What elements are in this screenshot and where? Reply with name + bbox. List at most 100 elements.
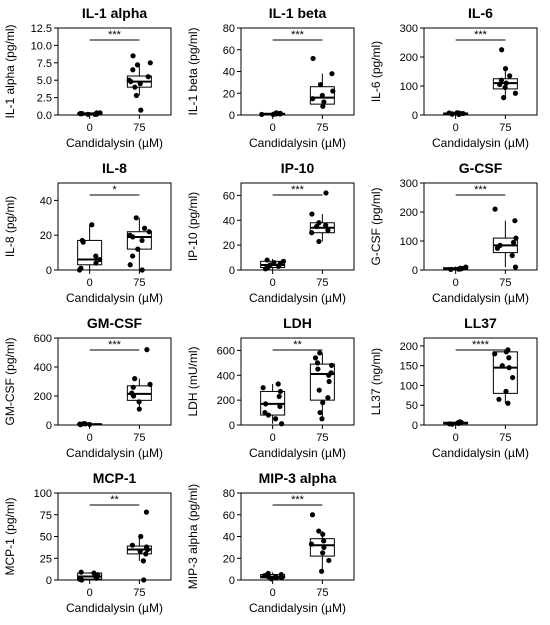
data-point — [510, 239, 517, 246]
significance-label: ** — [293, 339, 302, 351]
plot-frame — [57, 182, 172, 271]
x-tick-label: 75 — [133, 432, 145, 444]
data-point — [137, 81, 143, 87]
panel-mcp-1: MCP-1 0 25 50 75 100 0 75 Candidalysin (µM) MCP-1… — [0, 465, 183, 625]
data-point — [309, 230, 315, 236]
y-tick-label: 150 — [400, 361, 418, 373]
data-point — [263, 401, 269, 407]
y-tick-label: 40 — [40, 195, 52, 207]
data-point — [133, 92, 139, 99]
data-point — [89, 222, 95, 228]
y-tick-label: 60 — [223, 45, 235, 57]
x-axis-label: Candidalysin (µM) — [249, 601, 346, 615]
x-tick-label: 0 — [87, 432, 93, 444]
chart-title: G-CSF — [459, 160, 503, 176]
y-tick-label: 50 — [406, 400, 418, 412]
significance-label: *** — [291, 29, 305, 41]
chart-svg: G-CSF 0 100 200 300 0 75 Candidalysin (µM) G-CSF… — [369, 160, 538, 305]
x-tick-label: 75 — [316, 587, 328, 599]
data-point — [499, 47, 505, 53]
y-tick-label: 400 — [34, 362, 52, 374]
y-tick-label: 50 — [40, 532, 52, 544]
data-point — [505, 400, 511, 406]
x-axis-label: Candidalysin (µM) — [432, 291, 529, 305]
chart-title: IL-6 — [468, 5, 493, 21]
data-point — [87, 421, 93, 428]
data-point — [317, 81, 324, 88]
y-tick-label: 2.5 — [37, 93, 52, 105]
box-iqr — [492, 351, 518, 394]
data-point — [271, 259, 277, 266]
data-point — [316, 528, 322, 534]
x-tick-label: 0 — [87, 122, 93, 134]
panel-il-6: IL-6 0 100 200 300 0 75 Candidalysin (µM) IL-6 (… — [366, 0, 549, 160]
chart-title: LDH — [283, 315, 312, 331]
panel-g-csf: G-CSF 0 100 200 300 0 75 Candidalysin (µM) G-CSF… — [366, 155, 549, 315]
plot-frame — [240, 27, 355, 116]
plot-frame — [57, 337, 172, 426]
data-point — [273, 416, 279, 422]
chart-svg: LL37 0 50 100 150 200 0 75 Candidalysin (µM) LL37… — [369, 315, 538, 460]
y-tick-label: 0 — [412, 420, 418, 432]
data-point — [144, 347, 150, 353]
y-tick-label: 20 — [223, 240, 235, 252]
y-tick-label: 0 — [412, 265, 418, 277]
chart-svg: IL-6 0 100 200 300 0 75 Candidalysin (µM) IL-6 (… — [369, 5, 538, 150]
data-point — [314, 360, 321, 366]
y-tick-label: 300 — [400, 178, 418, 190]
plot-frame — [240, 492, 355, 581]
y-tick-label: 400 — [217, 370, 235, 382]
y-tick-label: 80 — [223, 488, 235, 500]
chart-title: IL-1 beta — [269, 5, 327, 21]
data-point — [320, 103, 326, 109]
data-point — [129, 390, 135, 396]
x-tick-label: 0 — [453, 122, 459, 134]
chart-title: IP-10 — [281, 160, 315, 176]
data-point — [140, 558, 146, 564]
significance-label: * — [112, 184, 117, 196]
data-point — [317, 350, 323, 356]
y-tick-label: 200 — [400, 52, 418, 64]
data-point — [308, 541, 315, 547]
significance-label: ** — [110, 494, 119, 506]
data-point — [513, 235, 519, 241]
data-point — [312, 355, 319, 361]
y-tick-label: 0 — [229, 265, 235, 277]
box-75 — [309, 352, 335, 419]
x-tick-label: 0 — [453, 277, 459, 289]
data-point — [78, 265, 84, 271]
chart-title: MCP-1 — [93, 470, 137, 486]
data-point — [138, 107, 144, 113]
y-tick-label: 10.0 — [31, 40, 52, 52]
panel-il-8: IL-8 0 20 40 0 75 Candidalysin (µM) IL-8 (pg/ml… — [0, 155, 183, 315]
data-point — [326, 557, 332, 564]
data-point — [503, 388, 509, 394]
data-point — [130, 53, 136, 59]
chart-svg: IP-10 0 20 40 60 0 75 Candidalysin (µM) IP-10 (p… — [186, 160, 355, 305]
x-tick-label: 75 — [133, 122, 145, 134]
data-point — [127, 262, 133, 268]
data-point — [498, 77, 504, 83]
data-point — [320, 400, 326, 406]
data-point — [93, 260, 99, 266]
data-point — [512, 90, 519, 96]
data-point — [319, 92, 325, 99]
data-point — [279, 421, 285, 427]
data-point — [134, 62, 141, 68]
y-tick-label: 60 — [223, 190, 235, 202]
y-axis-label: G-CSF (pg/ml) — [369, 187, 383, 265]
x-tick-label: 75 — [133, 277, 145, 289]
y-tick-label: 7.5 — [37, 58, 52, 70]
panel-ldh: LDH 0 200 400 600 0 75 Candidalysin (µM) LDH (mU… — [183, 310, 366, 470]
panel-il-1-beta: IL-1 beta 0 20 40 60 80 0 75 Candidalysin (µM) IL… — [183, 0, 366, 160]
data-point — [448, 266, 454, 273]
panel-ip-10: IP-10 0 20 40 60 0 75 Candidalysin (µM) IP-10 (p… — [183, 155, 366, 315]
y-axis-label: MIP-3 alpha (pg/ml) — [186, 484, 200, 589]
plot-frame — [240, 337, 355, 426]
data-point — [328, 362, 335, 368]
data-point — [309, 512, 316, 518]
data-point — [499, 363, 505, 369]
data-point — [277, 388, 284, 395]
x-axis-label: Candidalysin (µM) — [249, 446, 346, 460]
data-point — [501, 95, 507, 101]
